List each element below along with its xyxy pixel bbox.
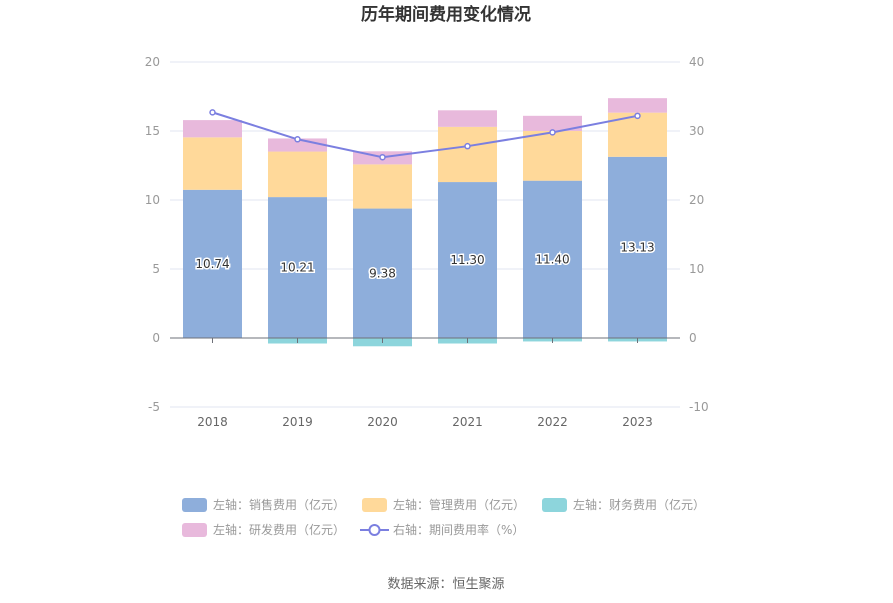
bar-segment-0-2018 [183,189,242,338]
left-tick-label: -5 [148,400,160,414]
rate-line-path [212,111,638,159]
bar-segment-0-2021 [438,182,497,338]
rate-line-point [549,129,556,136]
x-tick-label: 2018 [197,415,228,429]
bar-segment-1-2021 [438,126,497,183]
bar-segment-3-2021 [438,110,497,127]
legend-swatch-icon [182,523,207,537]
bar-value-label: 10.21 [280,261,314,275]
legend: 左轴：销售费用（亿元） 左轴：管理费用（亿元） 左轴：财务费用（亿元） 左轴：研发费用… [182,497,705,537]
rate-line-point [464,142,471,150]
x-tick-label: 2020 [367,415,398,429]
left-tick-label: 15 [145,124,160,138]
bar-value-label: 11.40 [535,252,569,266]
chart-title: 历年期间费用变化情况 [361,4,531,25]
x-axis: 2018 2019 2020 2021 2022 2023 [197,338,653,429]
grid [170,61,680,408]
rate-line-point [634,112,641,120]
x-tick-label: 2021 [452,415,483,429]
legend-swatch-icon [542,498,567,512]
bar-segment-1-2019 [268,151,327,198]
right-tick-label: 30 [689,124,704,138]
right-axis: -10 0 10 20 30 40 [689,55,709,414]
rate-line-point [294,136,301,143]
legend-swatch-icon [362,498,387,512]
bar-segment-0-2022 [523,180,582,338]
bar-segment-3-2018 [183,120,242,138]
bar-value-label: 13.13 [620,240,654,254]
x-tick-label: 2022 [537,415,568,429]
bar-segment-1-2020 [353,164,412,209]
right-tick-label: 20 [689,193,704,207]
bar-segment-1-2018 [183,137,242,190]
rate-line [209,109,641,161]
bar-value-label: 9.38 [369,266,396,280]
legend-item[interactable]: 右轴：期间费用率（%） [393,522,524,537]
legend-item[interactable]: 左轴：财务费用（亿元） [573,497,705,512]
legend-item[interactable]: 左轴：研发费用（亿元） [213,522,345,537]
left-tick-label: 0 [152,331,160,345]
legend-circle-icon [368,524,381,536]
bar-segment-0-2020 [353,208,412,338]
bar-labels: 10.74 10.21 9.38 11.30 11.40 13.13 [194,239,656,282]
source-text: 数据来源：恒生聚源 [387,577,504,592]
bars [183,98,667,347]
left-tick-label: 20 [145,55,160,69]
bar-segment-1-2022 [523,131,582,181]
right-tick-label: 10 [689,262,704,276]
bar-segment-3-2023 [608,98,667,113]
right-tick-label: 0 [689,331,697,345]
right-tick-label: 40 [689,55,704,69]
left-tick-label: 10 [145,193,160,207]
x-tick-label: 2023 [622,415,653,429]
left-axis: -5 0 5 10 15 20 [145,55,160,414]
bar-segment-0-2019 [268,197,327,338]
left-tick-label: 5 [152,262,160,276]
rate-line-point [379,153,386,161]
legend-item[interactable]: 左轴：销售费用（亿元） [213,497,345,512]
legend-swatch-icon [182,498,207,512]
x-tick-label: 2019 [282,415,313,429]
bar-value-label: 10.74 [195,257,229,271]
bar-value-label: 11.30 [450,253,484,267]
legend-item[interactable]: 左轴：管理费用（亿元） [393,497,525,512]
right-tick-label: -10 [689,400,709,414]
bar-segment-0-2023 [608,156,667,338]
bar-segment-3-2022 [523,115,582,131]
rate-line-point [209,109,216,116]
